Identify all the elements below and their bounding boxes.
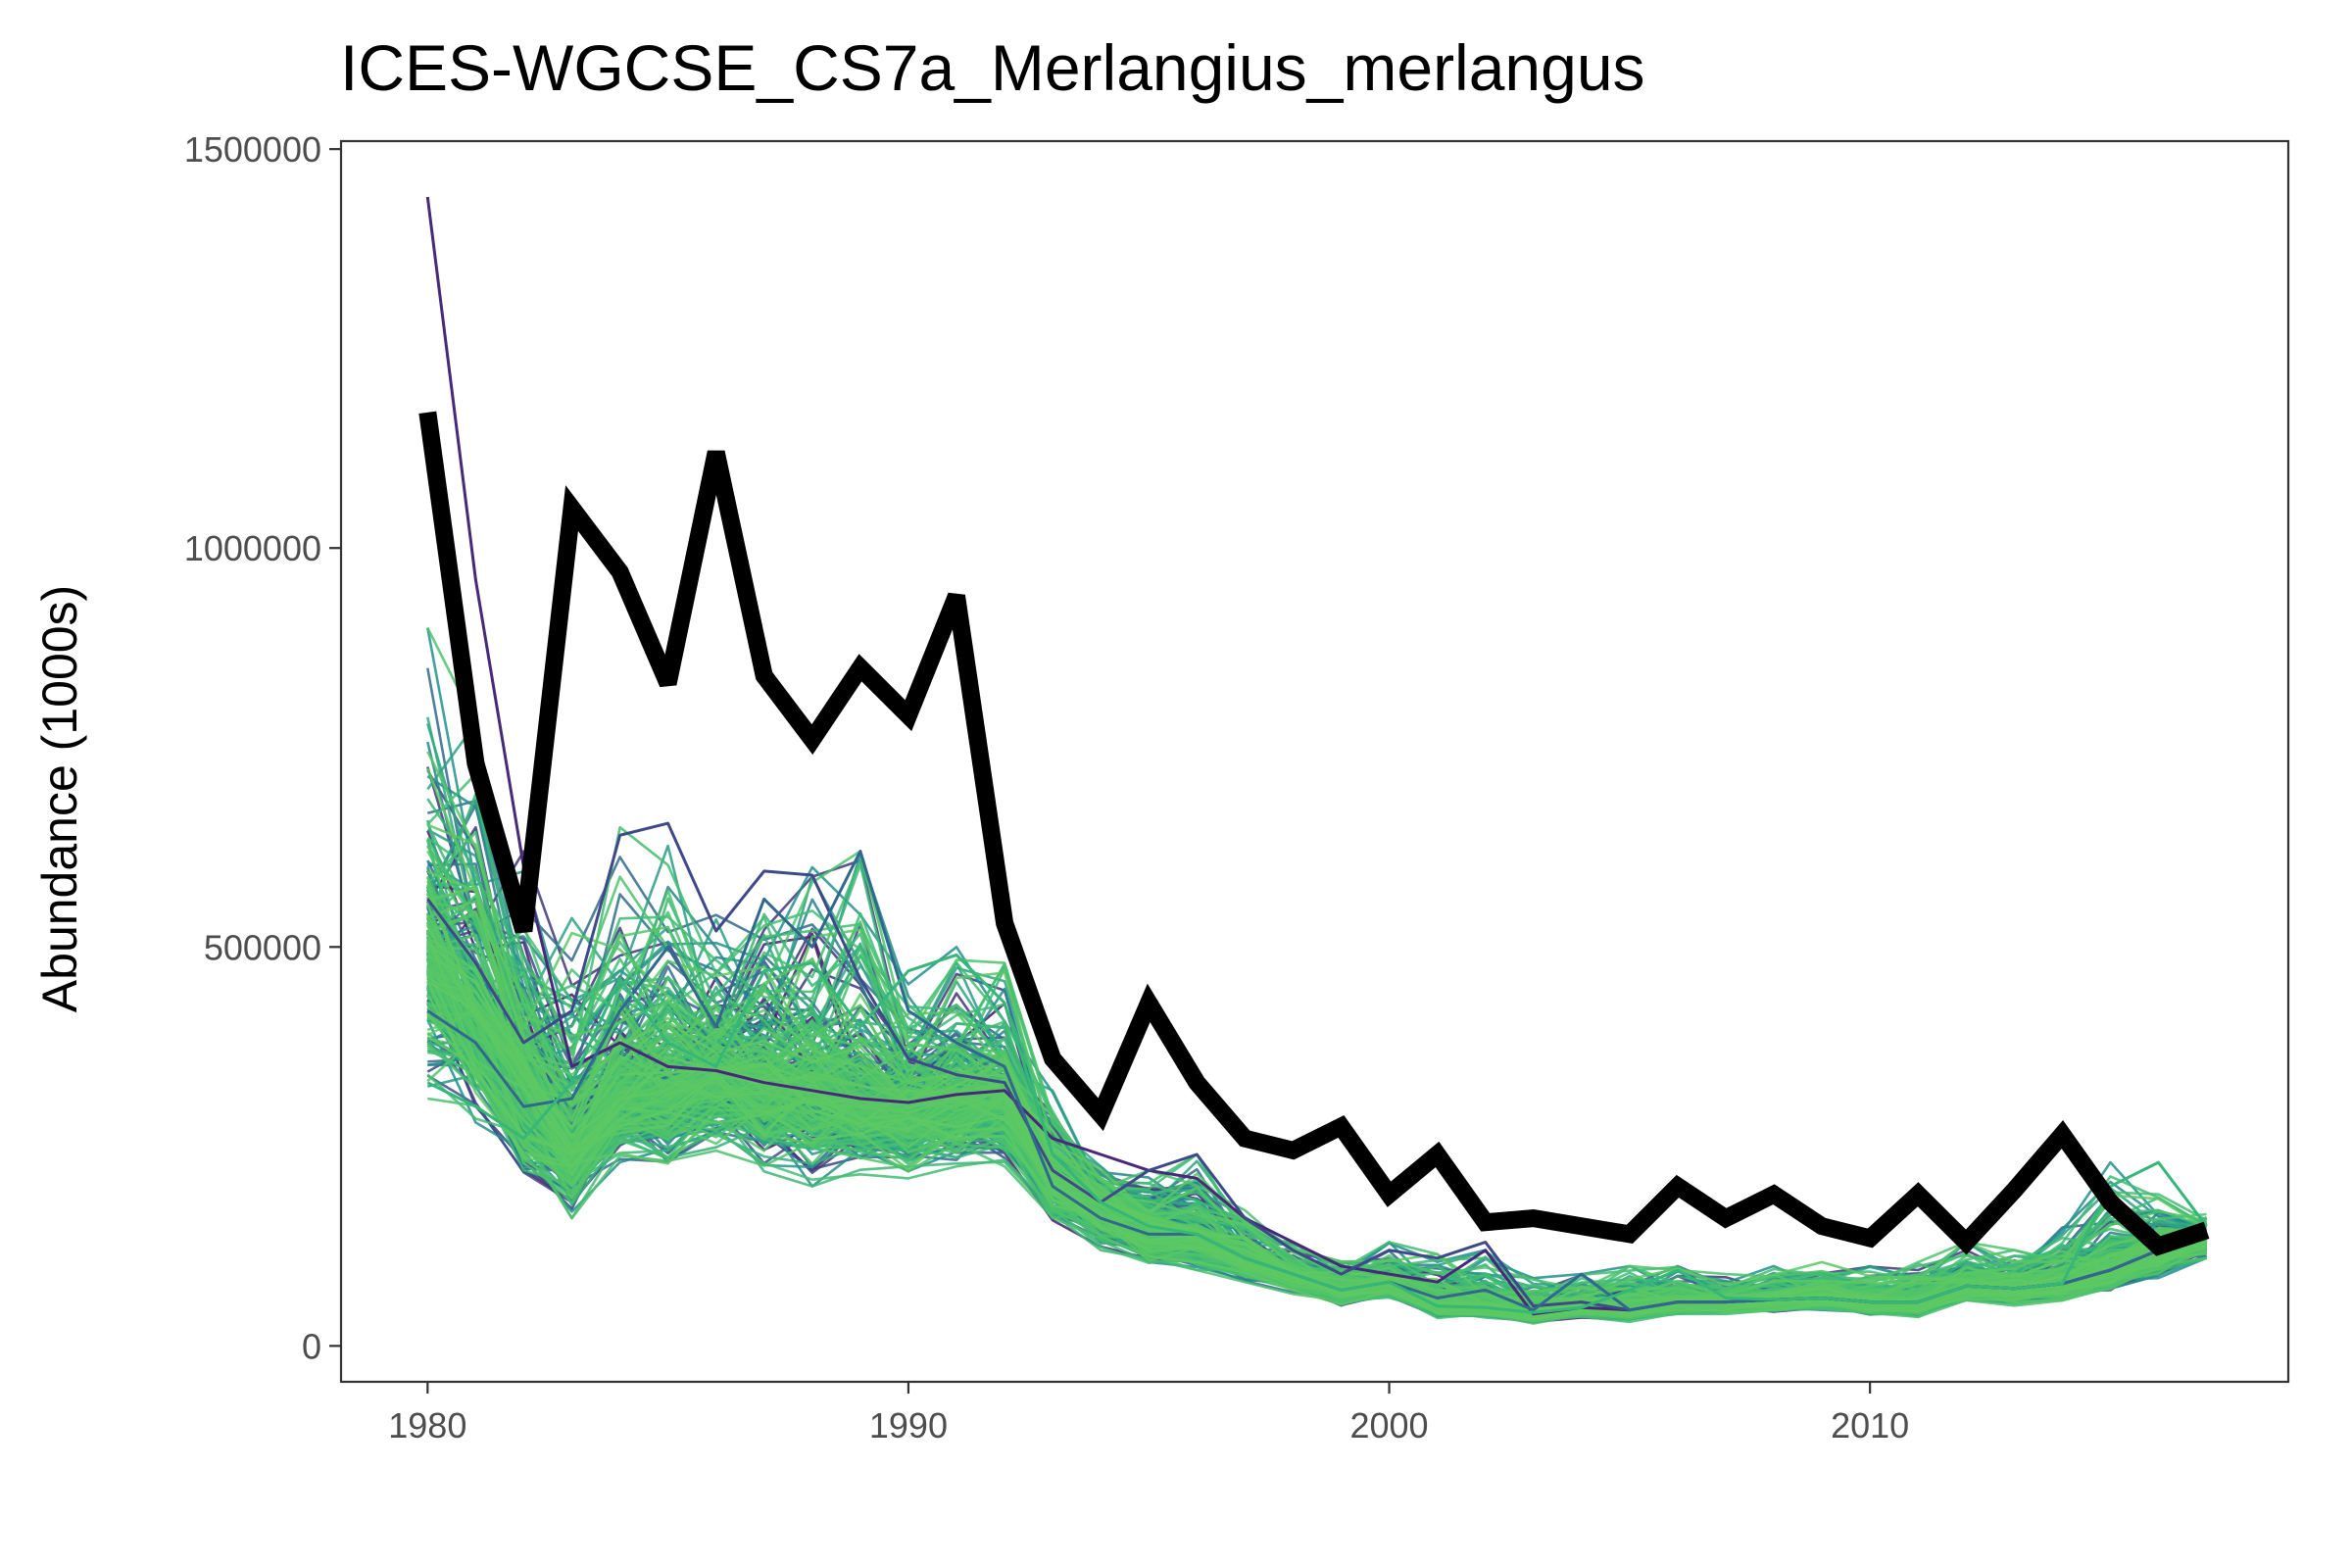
y-tick-label: 1500000 <box>184 129 321 170</box>
chart-title: ICES-WGCSE_CS7a_Merlangius_merlangus <box>340 31 1645 104</box>
axes: 1980 1990 2000 2010 0 500000 1000000 1500000 <box>184 129 1909 1446</box>
x-tick-label: 2000 <box>1349 1405 1428 1446</box>
ensemble-series-line <box>426 941 2207 1314</box>
x-tick-label: 1990 <box>869 1405 948 1446</box>
x-tick-label: 1980 <box>388 1405 466 1446</box>
y-tick-label: 0 <box>302 1326 321 1366</box>
reference-series-line <box>418 411 2210 1256</box>
y-axis-label: Abundance (1000s) <box>32 585 87 1012</box>
ensemble-series-line <box>426 627 2207 1292</box>
ensemble-series-line <box>426 627 2207 1294</box>
y-tick-label: 1000000 <box>184 528 321 568</box>
x-tick-label: 2010 <box>1831 1405 1909 1446</box>
outlier-series-line <box>426 953 2208 1314</box>
plot-frame <box>339 139 2290 1384</box>
outlier-series-group <box>425 196 2208 1316</box>
ensemble-series-line <box>426 767 2207 1314</box>
y-tick-label: 500000 <box>204 927 321 967</box>
reference-series-group <box>418 411 2210 1256</box>
